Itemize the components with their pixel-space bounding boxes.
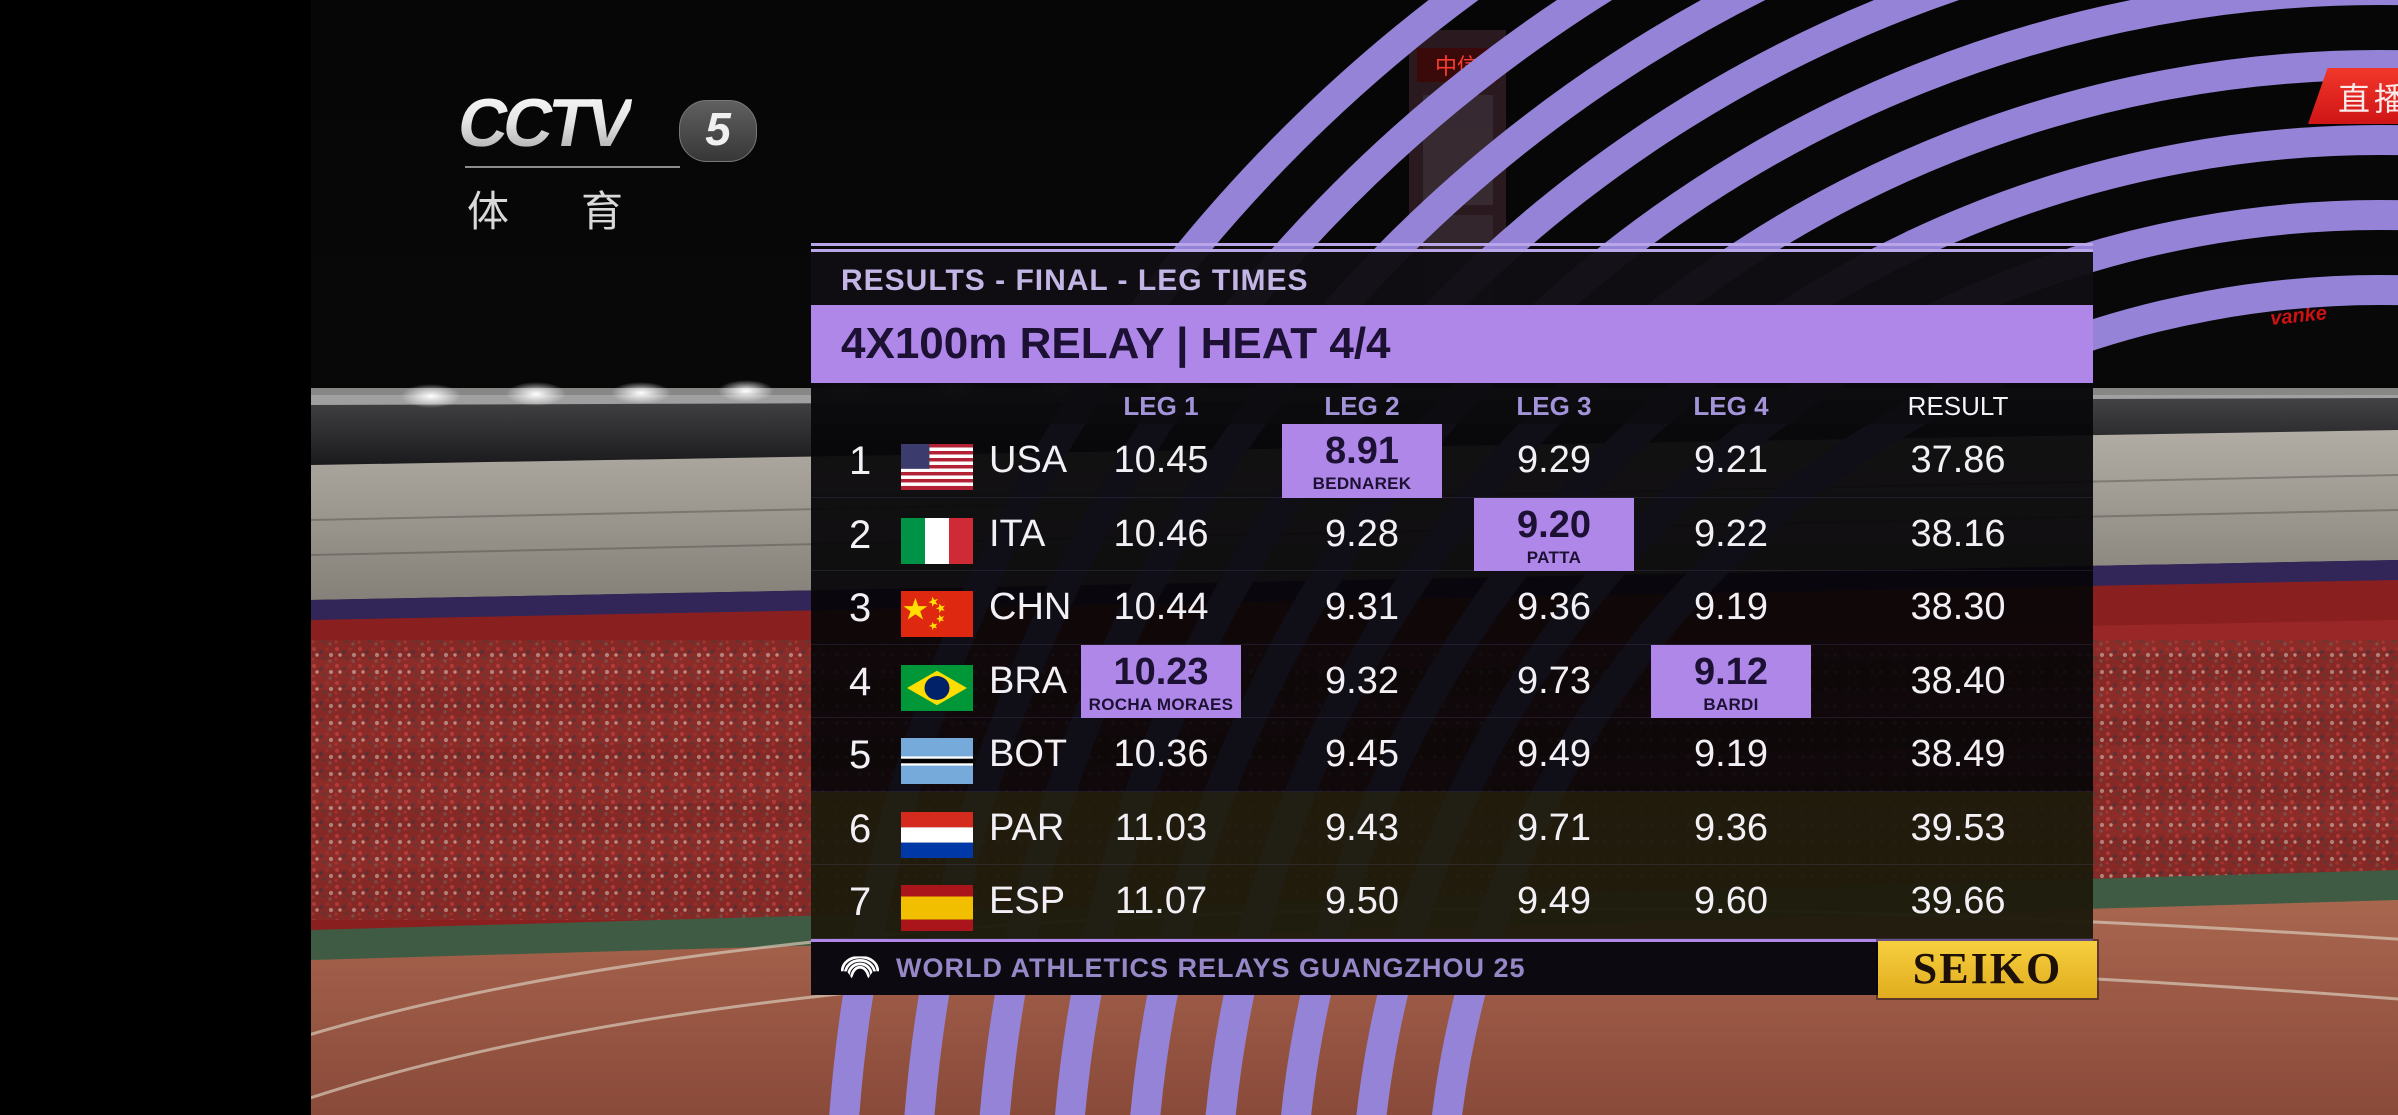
svg-text:中信: 中信 <box>1435 54 1479 79</box>
